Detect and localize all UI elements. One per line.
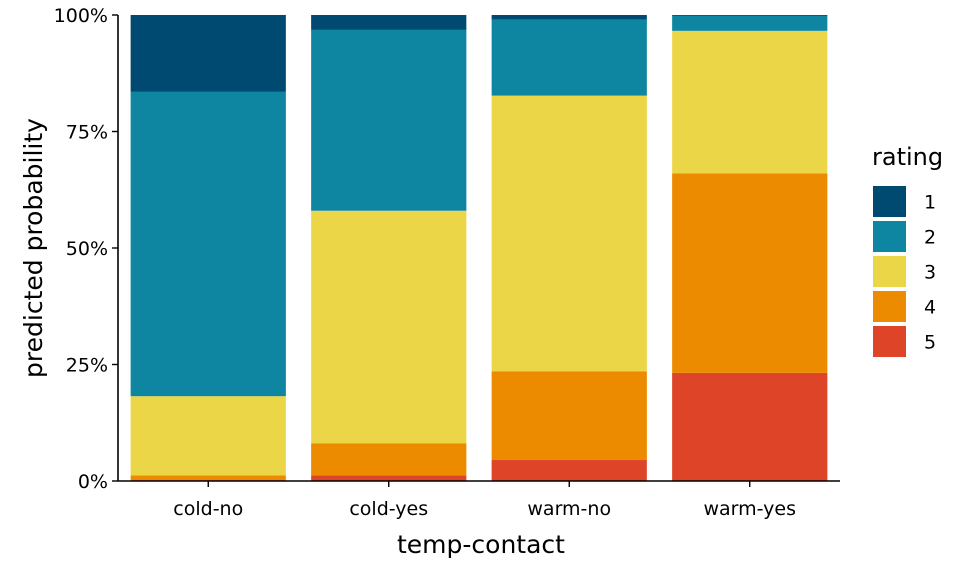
- legend-label-1: 1: [924, 192, 936, 214]
- bar-segment-warm-no-rating-1: [491, 15, 647, 20]
- legend-key-1: [873, 186, 906, 217]
- bar-segment-warm-yes-rating-2: [672, 15, 828, 31]
- y-axis-ticks: 0% 25% 50% 75% 100%: [54, 5, 118, 493]
- bar-segment-cold-no-rating-2: [130, 91, 286, 397]
- legend-label-5: 5: [924, 332, 936, 354]
- bar-segment-cold-yes-rating-1: [311, 15, 467, 30]
- bar-segment-cold-no-rating-4: [130, 475, 286, 481]
- legend-key-3: [873, 256, 906, 287]
- bar-segment-warm-yes-rating-4: [672, 173, 828, 373]
- x-tick-label: cold-no: [173, 498, 243, 520]
- bar-segment-warm-no-rating-2: [491, 19, 647, 96]
- legend-label-3: 3: [924, 262, 936, 284]
- x-tick-label: cold-yes: [349, 498, 428, 520]
- x-axis-title: temp-contact: [397, 530, 565, 559]
- legend-title: rating: [872, 143, 943, 171]
- y-axis-title: predicted probability: [19, 118, 48, 378]
- y-tick-label: 25%: [66, 355, 108, 377]
- legend-label-2: 2: [924, 227, 936, 249]
- bar-segment-cold-yes-rating-4: [311, 443, 467, 476]
- legend-key-4: [873, 291, 906, 322]
- bar-segment-cold-yes-rating-3: [311, 210, 467, 444]
- bar-segment-cold-no-rating-1: [130, 15, 286, 92]
- legend-label-4: 4: [924, 297, 936, 319]
- bar-segment-warm-yes-rating-5: [672, 372, 828, 481]
- y-tick-label: 50%: [66, 238, 108, 260]
- bar-segment-warm-no-rating-5: [491, 460, 647, 481]
- bar-segment-warm-no-rating-4: [491, 371, 647, 461]
- legend: rating 1 2 3 4 5: [872, 143, 943, 357]
- bar-segment-warm-yes-rating-1: [672, 15, 828, 16]
- x-tick-label: warm-no: [527, 498, 611, 520]
- y-tick-label: 0%: [78, 471, 108, 493]
- legend-key-5: [873, 326, 906, 357]
- bars-layer: [130, 15, 828, 481]
- bar-segment-warm-no-rating-3: [491, 95, 647, 372]
- bar-segment-warm-yes-rating-3: [672, 30, 828, 174]
- x-tick-label: warm-yes: [703, 498, 796, 520]
- bar-segment-cold-yes-rating-2: [311, 29, 467, 211]
- legend-key-2: [873, 221, 906, 252]
- x-axis-ticks: cold-no cold-yes warm-no warm-yes: [173, 481, 796, 520]
- y-tick-label: 75%: [66, 122, 108, 144]
- bar-segment-cold-yes-rating-5: [311, 475, 467, 481]
- y-tick-label: 100%: [54, 5, 108, 27]
- bar-segment-cold-no-rating-3: [130, 396, 286, 476]
